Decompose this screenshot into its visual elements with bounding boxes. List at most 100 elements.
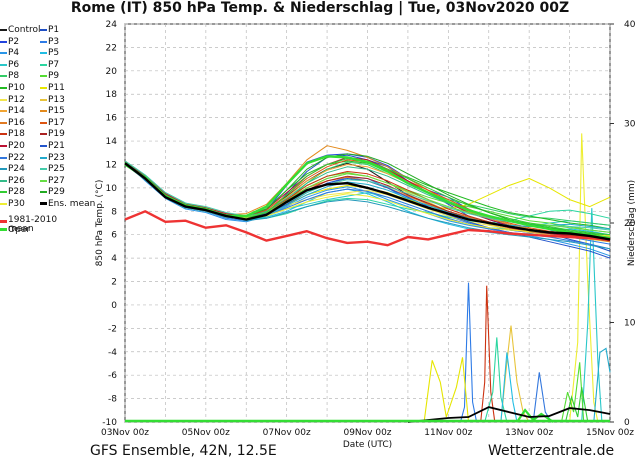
legend-swatch [0,133,7,136]
precip-p5 [500,352,518,423]
legend-label: P12 [8,94,25,105]
precip-p9 [560,362,585,423]
page-title: Rome (IT) 850 hPa Temp. & Niederschlag |… [70,0,570,16]
precip-p11 [423,357,470,423]
legend-swatch [0,156,7,159]
x-tick-label: 07Nov 00z [263,428,311,438]
y-tick-label: -2 [108,324,117,334]
x-tick-label: 11Nov 00z [424,428,472,438]
legend-swatch [40,133,47,136]
y-tick-label: 24 [106,20,118,30]
grid-lines [124,23,611,423]
legend-label: P15 [48,106,65,117]
y2-tick-label: 0 [624,418,630,428]
legend-label: Control [8,25,41,35]
y-tick-label: 8 [111,207,117,217]
legend-label: P30 [8,199,25,209]
y-tick-label: 18 [106,90,118,100]
temperature-series [124,145,611,259]
precip-p6 [581,208,603,423]
legend-swatch [40,179,47,182]
legend-label: P25 [48,164,65,175]
legend-label: P4 [8,48,20,59]
series-1981-2010-mean [124,210,611,247]
legend-label: P27 [48,175,65,186]
legend-label: P6 [8,59,20,70]
y-tick-label: -6 [108,371,117,381]
legend-swatch [40,145,47,147]
y2-tick-label: 30 [624,120,636,130]
y-tick-label: 0 [111,301,117,311]
x-tick-label: 09Nov 00z [343,428,391,438]
legend-swatch [0,220,7,223]
legend-swatch [40,87,47,89]
legend-swatch [0,203,7,205]
precip-p23 [593,347,611,423]
series-ens-mean [124,162,611,241]
y-tick-label: 16 [106,114,118,124]
model-info: GFS Ensemble, 42N, 12.5E [90,443,277,459]
legend-label: P20 [8,141,25,151]
legend-swatch [0,179,7,182]
x-tick-label: 05Nov 00z [182,428,230,438]
legend-swatch [0,121,7,124]
legend-swatch [40,121,47,124]
legend-label: P9 [48,71,60,82]
legend-label: P14 [8,106,25,117]
legend-label: P17 [48,117,65,128]
legend-label: P28 [8,187,25,198]
y-axis-label: 850 hPa Temp. (°C) [95,180,105,267]
legend-label: P24 [8,164,25,175]
y-tick-label: 4 [111,254,117,264]
legend-label: P16 [8,117,25,128]
precip-p28 [564,387,589,423]
legend-swatch [0,110,7,113]
precip-p3 [459,282,478,423]
legend-swatch [0,228,7,231]
legend-label: P29 [48,187,65,198]
legend-swatch [40,191,47,194]
y-tick-label: 2 [111,278,117,288]
legend-label: P10 [8,83,25,93]
precip-p13 [500,325,530,423]
legend-swatch [0,63,7,66]
y-tick-label: 14 [106,137,118,147]
legend-swatch [40,110,47,113]
legend-swatch [40,202,47,205]
legend-swatch [40,29,47,31]
y2-tick-label: 40 [624,20,636,30]
y-tick-label: -10 [102,418,117,428]
legend-label: 1981-2010 mean [8,215,58,234]
legend-swatch [40,168,47,171]
legend-label: P21 [48,141,65,151]
y2-tick-label: 10 [624,319,636,329]
legend-swatch [0,168,7,171]
legend-label: P19 [48,129,65,140]
legend-swatch [0,191,7,194]
legend-swatch [0,75,7,78]
legend-swatch [40,40,47,43]
legend-swatch [0,98,7,101]
y-tick-label: 6 [111,231,117,241]
site-name: Wetterzentrale.de [488,443,615,459]
legend-label: P22 [8,152,25,163]
legend-swatch [0,40,7,43]
y-tick-label: 10 [106,184,118,194]
legend-swatch [0,29,7,31]
legend-label: Ens. mean [48,199,96,209]
legend-label: P2 [8,36,20,47]
precip-ens-mean [407,406,611,423]
legend-swatch [0,52,7,55]
legend-label: P26 [8,175,25,186]
legend-label: Oper [8,225,31,235]
legend-label: P5 [48,48,60,59]
x-tick-label: 15Nov 00z [586,428,634,438]
y-tick-label: 22 [106,43,117,53]
legend-swatch [40,63,47,66]
chart-legend: Control P1 P2 P3 P4 P5 P6 P7 P8 P9 P10 P11 P12 P13 P14… [0,24,112,244]
legend-swatch [40,75,47,78]
legend-swatch [40,98,47,101]
legend-label: P1 [48,25,60,35]
y2-tick-label: 20 [624,219,636,229]
